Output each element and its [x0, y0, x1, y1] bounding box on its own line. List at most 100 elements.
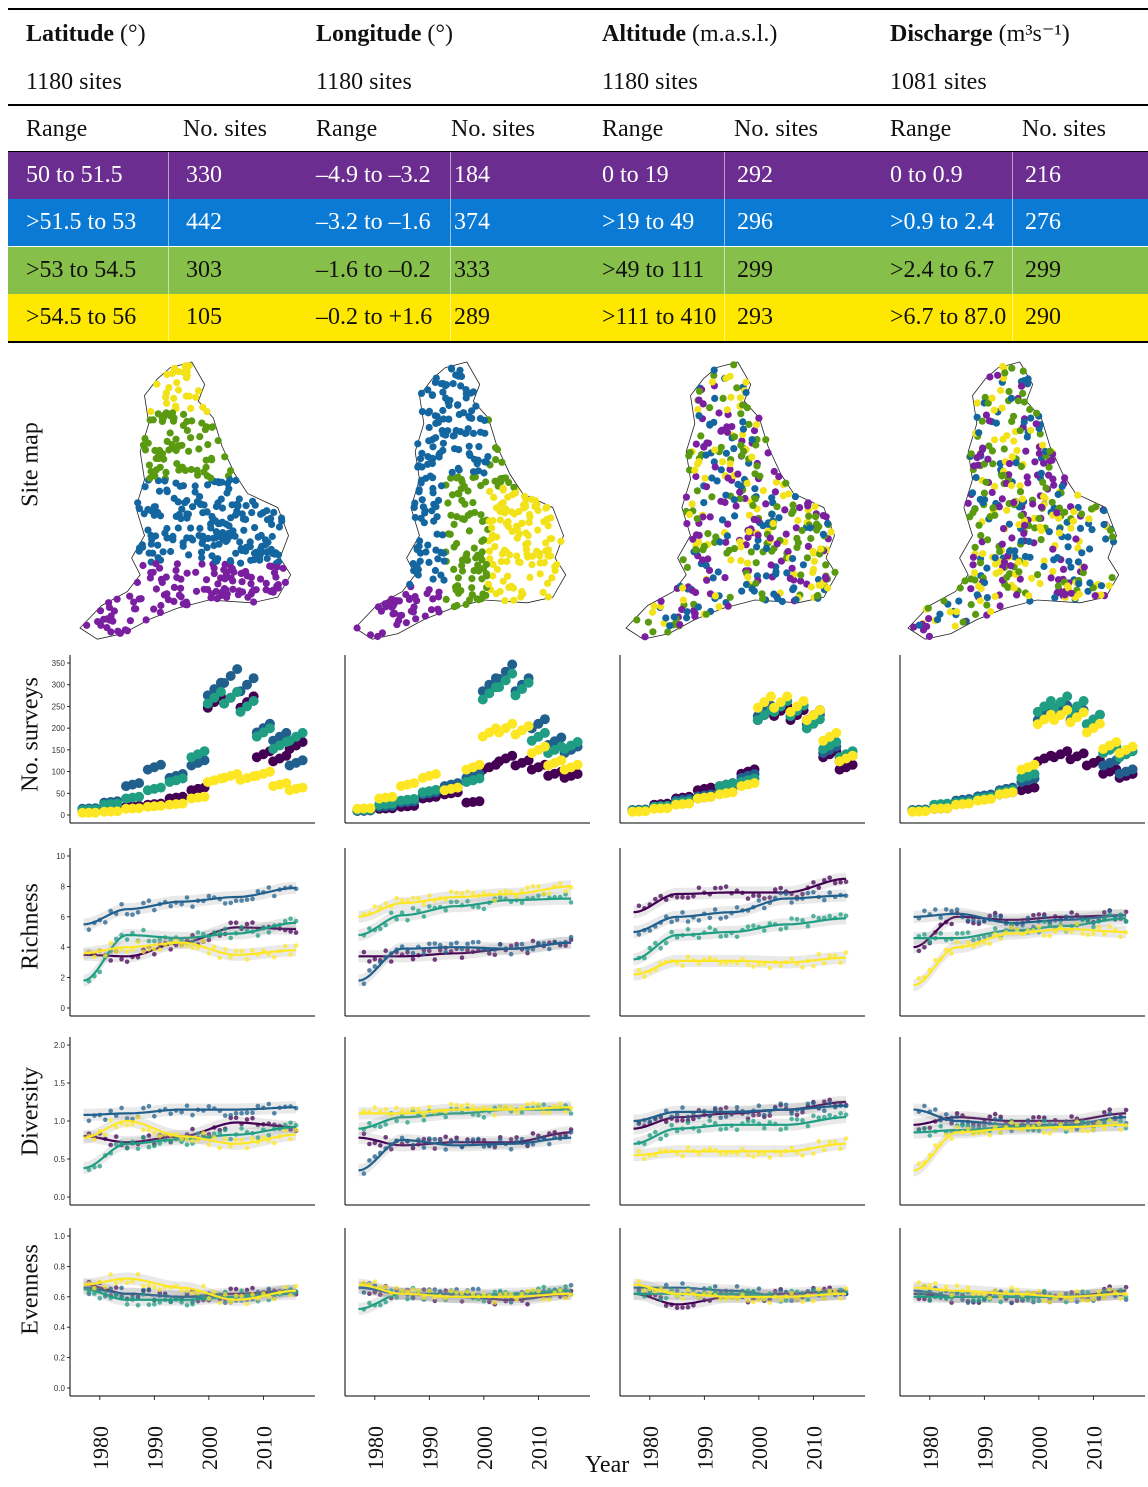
data-point: [519, 1104, 525, 1110]
site-point: [973, 591, 981, 599]
site-point: [934, 616, 942, 624]
site-point: [712, 533, 720, 541]
site-point: [1086, 545, 1094, 553]
trend-line: [358, 941, 572, 982]
site-point: [973, 399, 981, 407]
site-point: [692, 472, 700, 481]
site-point: [468, 584, 476, 592]
site-point: [500, 474, 508, 482]
site-point: [432, 503, 440, 511]
data-point: [933, 958, 938, 963]
data-point: [1091, 924, 1096, 930]
site-point: [511, 489, 519, 497]
site-point: [686, 449, 694, 457]
data-point: [751, 1112, 756, 1118]
site-point: [739, 430, 747, 439]
data-point: [179, 943, 184, 948]
site-point: [1008, 534, 1016, 542]
data-point: [1107, 1107, 1112, 1112]
site-point: [515, 558, 523, 566]
site-point: [736, 488, 744, 496]
data-point: [1036, 1288, 1042, 1294]
site-point: [782, 530, 790, 538]
data-point: [476, 939, 481, 945]
data-point: [130, 912, 135, 917]
trend-line: [633, 894, 847, 934]
site-point: [479, 564, 488, 573]
site-point: [213, 595, 221, 603]
site-point: [163, 488, 171, 496]
site-point: [170, 583, 178, 592]
site-point: [799, 561, 808, 569]
data-point: [432, 1298, 438, 1304]
data-point: [756, 1152, 762, 1157]
data-point: [155, 800, 166, 811]
trend-line: [633, 956, 847, 976]
site-point: [976, 559, 985, 567]
data-point: [443, 908, 449, 913]
site-point: [544, 579, 552, 588]
data-point: [1107, 1118, 1112, 1123]
trend-line: [913, 1112, 1127, 1126]
site-point: [991, 592, 999, 601]
data-point: [949, 1115, 954, 1121]
site-point: [1020, 398, 1028, 406]
data-point: [536, 1288, 541, 1294]
site-point: [1011, 547, 1019, 555]
site-point: [411, 513, 419, 522]
table-band-row: [8, 152, 1148, 199]
site-point: [366, 631, 375, 639]
data-point: [465, 1102, 470, 1107]
data-point: [982, 918, 987, 924]
site-point: [1022, 447, 1030, 455]
data-point: [954, 1125, 960, 1130]
site-point: [745, 511, 754, 519]
data-point: [696, 1114, 702, 1120]
data-point: [663, 1295, 669, 1301]
site-point: [961, 577, 969, 585]
site-point: [172, 446, 180, 455]
site-point: [998, 540, 1006, 548]
chart-panel: 0.00.51.01.52.0: [54, 1037, 315, 1206]
data-point: [658, 893, 663, 899]
site-point: [781, 506, 789, 514]
site-point: [738, 587, 746, 595]
data-point: [987, 913, 993, 919]
site-point: [679, 584, 687, 592]
data-point: [1074, 921, 1080, 927]
site-point: [984, 536, 992, 544]
site-point: [726, 593, 734, 601]
data-point: [508, 951, 514, 957]
site-point: [762, 544, 771, 553]
data-point: [184, 1288, 190, 1294]
data-point: [674, 1305, 680, 1310]
data-point: [734, 905, 740, 910]
data-point: [248, 696, 259, 706]
site-point: [984, 455, 992, 463]
site-point: [813, 592, 822, 600]
data-point: [179, 901, 184, 907]
site-point: [821, 573, 830, 581]
site-point: [772, 570, 780, 578]
data-point: [1085, 1129, 1091, 1134]
site-point: [482, 478, 490, 486]
site-point: [1065, 557, 1073, 565]
site-point: [428, 391, 436, 399]
data-point: [225, 692, 236, 703]
data-point: [762, 896, 767, 901]
x-tick-label: 2000: [1027, 1426, 1052, 1470]
site-point: [990, 406, 998, 414]
site-point: [228, 501, 236, 509]
site-point: [210, 570, 218, 578]
site-point: [482, 458, 490, 466]
data-point: [219, 678, 230, 688]
data-point: [669, 919, 674, 925]
data-point: [135, 1272, 141, 1277]
site-point: [421, 612, 429, 620]
site-point: [1088, 526, 1096, 534]
site-point: [468, 407, 476, 415]
data-point: [1080, 1298, 1085, 1303]
data-point: [112, 798, 123, 809]
trend-line: [83, 941, 297, 956]
site-point: [824, 584, 832, 592]
